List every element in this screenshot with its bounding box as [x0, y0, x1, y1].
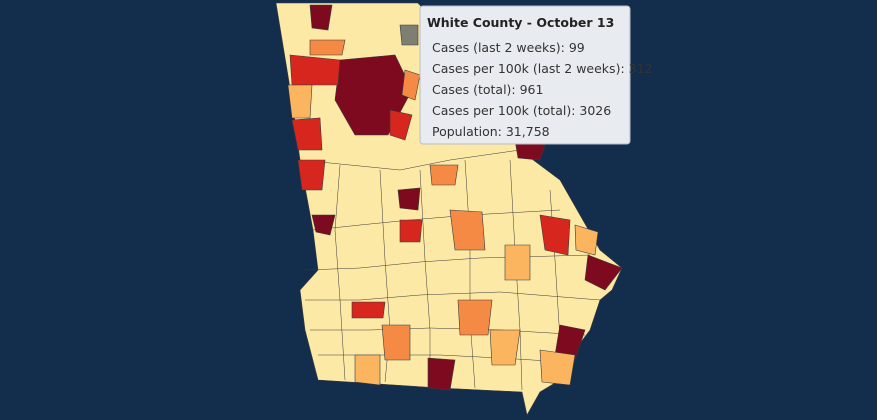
- tooltip-row: Population: 31,758: [432, 124, 550, 139]
- county[interactable]: [539, 349, 576, 386]
- county[interactable]: [457, 299, 493, 336]
- county[interactable]: [399, 219, 423, 243]
- county[interactable]: [539, 214, 571, 256]
- county[interactable]: [574, 224, 599, 256]
- tooltip: White County - October 13 Cases (last 2 …: [419, 5, 652, 145]
- county[interactable]: [389, 109, 413, 141]
- tooltip-row: Cases per 100k (total): 3026: [432, 103, 611, 118]
- county[interactable]: [309, 39, 346, 56]
- county[interactable]: [287, 84, 313, 119]
- tooltip-row: Cases (last 2 weeks): 99: [432, 40, 585, 55]
- tooltip-row: Cases per 100k (last 2 weeks): 312: [432, 61, 652, 76]
- county[interactable]: [429, 164, 459, 186]
- county[interactable]: [401, 69, 421, 101]
- tooltip-title: White County - October 13: [427, 15, 614, 30]
- county[interactable]: [289, 54, 341, 86]
- county[interactable]: [351, 301, 386, 319]
- county[interactable]: [381, 324, 411, 361]
- tooltip-row: Cases (total): 961: [432, 82, 543, 97]
- county[interactable]: [554, 324, 586, 361]
- county[interactable]: [354, 354, 381, 386]
- county[interactable]: [297, 159, 326, 191]
- county[interactable]: [309, 4, 333, 31]
- county-selected[interactable]: [399, 24, 419, 46]
- county[interactable]: [311, 214, 336, 236]
- county-lines: [299, 149, 601, 391]
- county[interactable]: [489, 329, 521, 366]
- county[interactable]: [449, 209, 486, 251]
- county[interactable]: [291, 117, 323, 151]
- county[interactable]: [584, 254, 623, 291]
- county[interactable]: [397, 187, 421, 211]
- county[interactable]: [427, 357, 456, 391]
- county[interactable]: [504, 244, 531, 281]
- tooltip-box: [419, 5, 631, 145]
